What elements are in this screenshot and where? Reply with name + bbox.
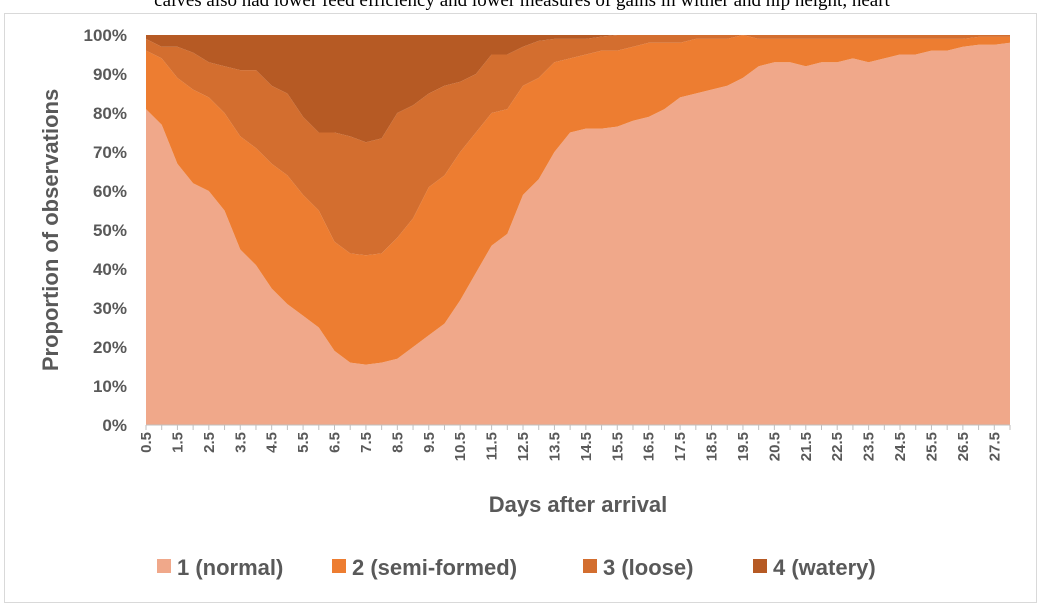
legend-label: 1 (normal)	[177, 555, 283, 580]
y-tick-label: 40%	[93, 260, 127, 279]
x-tick-label: 17.5	[672, 432, 689, 461]
y-tick-label: 20%	[93, 338, 127, 357]
x-tick-label: 15.5	[609, 432, 626, 461]
y-axis-title: Proportion of observations	[38, 89, 63, 371]
x-tick-label: 1.5	[169, 432, 186, 453]
legend-label: 4 (watery)	[773, 555, 876, 580]
x-tick-label: 27.5	[986, 432, 1003, 461]
x-tick-label: 5.5	[295, 432, 312, 453]
x-tick-label: 19.5	[735, 432, 752, 461]
y-tick-label: 50%	[93, 221, 127, 240]
axes	[145, 424, 1011, 430]
legend-swatch	[753, 559, 767, 573]
x-tick-label: 6.5	[327, 432, 344, 453]
x-tick-label: 2.5	[201, 432, 218, 453]
x-tick-label: 21.5	[798, 432, 815, 461]
y-tick-label: 60%	[93, 182, 127, 201]
x-tick-label: 23.5	[861, 432, 878, 461]
area-series-2	[146, 35, 1010, 365]
x-tick-label: 0.5	[138, 432, 155, 453]
x-tick-label: 14.5	[578, 432, 595, 461]
x-axis-title: Days after arrival	[489, 492, 668, 517]
x-tick-label: 25.5	[924, 432, 941, 461]
legend-swatch	[583, 559, 597, 573]
y-tick-label: 70%	[93, 143, 127, 162]
x-tick-label: 18.5	[704, 432, 721, 461]
x-tick-label: 3.5	[232, 432, 249, 453]
x-tick-label: 13.5	[546, 432, 563, 461]
area-series-1	[146, 42, 1010, 426]
x-tick-labels: 0.5 1.5 2.5 3.5 4.5 5.5 6.5 7.5 8.5 9.5 10.5 11.5 12…	[138, 432, 1003, 461]
legend-label: 3 (loose)	[603, 555, 693, 580]
x-tick-label: 24.5	[892, 432, 909, 461]
y-tick-label: 90%	[93, 65, 127, 84]
x-tick-label: 11.5	[484, 432, 501, 460]
clipped-paragraph-line: calves also had lower feed efficiency an…	[154, 0, 890, 11]
x-tick-label: 20.5	[766, 432, 783, 461]
y-tick-label: 80%	[93, 104, 127, 123]
y-tick-labels: 0% 10% 20% 30% 40% 50% 60% 70% 80% 90% 100%	[84, 26, 127, 435]
x-tick-label: 10.5	[452, 432, 469, 461]
area-series-3	[146, 35, 1010, 256]
y-tick-label: 0%	[102, 416, 127, 435]
area-layers	[146, 35, 1010, 426]
y-tick-label: 30%	[93, 299, 127, 318]
legend-label: 2 (semi-formed)	[352, 555, 517, 580]
x-tick-label: 8.5	[389, 432, 406, 453]
legend-swatch	[332, 559, 346, 573]
x-tick-label: 26.5	[955, 432, 972, 461]
x-tick-label: 12.5	[515, 432, 532, 461]
y-tick-label: 10%	[93, 377, 127, 396]
x-tick-label: 16.5	[641, 432, 658, 461]
legend-swatch	[157, 559, 171, 573]
area-series-4	[146, 35, 1010, 143]
legend: 1 (normal) 2 (semi-formed) 3 (loose) 4 (wat…	[157, 555, 876, 580]
x-tick-label: 9.5	[421, 432, 438, 453]
x-tick-label: 22.5	[829, 432, 846, 461]
x-tick-label: 7.5	[358, 432, 375, 453]
chart-frame	[4, 13, 1037, 603]
x-tick-label: 4.5	[264, 432, 281, 453]
y-tick-label: 100%	[84, 26, 127, 45]
